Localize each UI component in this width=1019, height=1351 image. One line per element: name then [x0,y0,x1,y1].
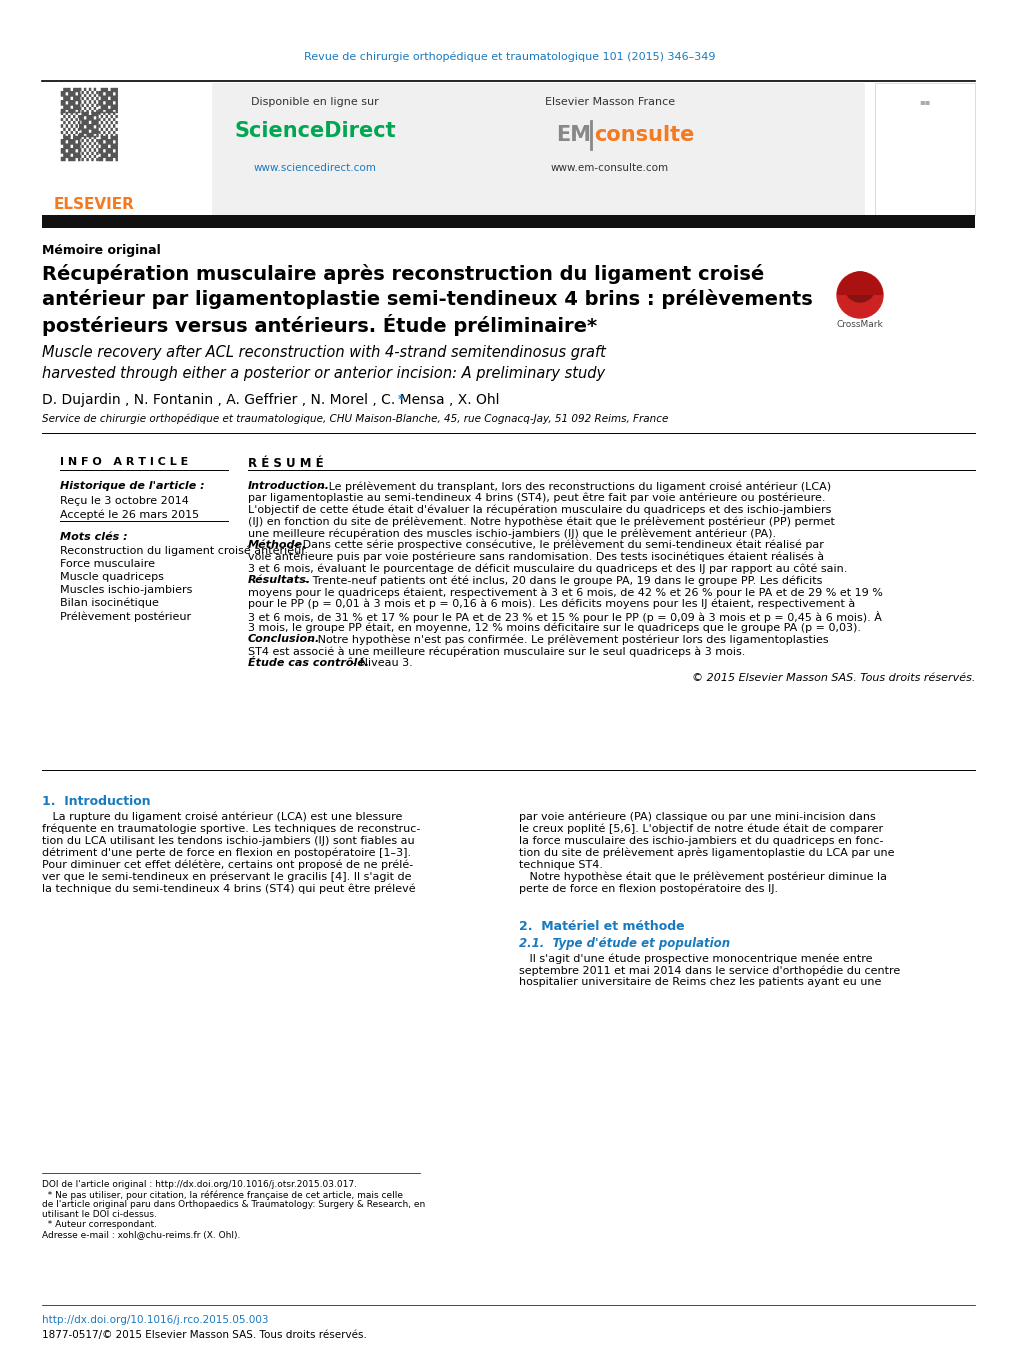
Text: voie antérieure puis par voie postérieure sans randomisation. Des tests isocinét: voie antérieure puis par voie postérieur… [248,551,823,562]
Text: L'objectif de cette étude était d'évaluer la récupération musculaire du quadrice: L'objectif de cette étude était d'évalue… [248,505,830,515]
Text: © 2015 Elsevier Masson SAS. Tous droits réservés.: © 2015 Elsevier Masson SAS. Tous droits … [691,673,974,682]
Text: *: * [397,393,404,407]
Text: perte de force en flexion postopératoire des IJ.: perte de force en flexion postopératoire… [519,884,777,894]
Text: ST4 est associé à une meilleure récupération musculaire sur le seul quadriceps à: ST4 est associé à une meilleure récupéra… [248,646,745,657]
Text: ▓▒▓
▒▓▒
▓▒▓: ▓▒▓ ▒▓▒ ▓▒▓ [60,88,117,161]
Text: CrossMark: CrossMark [836,320,882,330]
Text: Résultats.: Résultats. [248,576,311,585]
Text: une meilleure récupération des muscles ischio-jambiers (IJ) que le prélèvement a: une meilleure récupération des muscles i… [248,528,775,539]
Bar [42,215,974,228]
Text: Historique de l'article :: Historique de l'article : [60,481,205,490]
Text: Mots clés :: Mots clés : [60,532,127,542]
Text: Elsevier Masson France: Elsevier Masson France [544,97,675,107]
Text: * Ne pas utiliser, pour citation, la référence française de cet article, mais ce: * Ne pas utiliser, pour citation, la réf… [42,1190,403,1200]
Text: tion du LCA utilisant les tendons ischio-jambiers (IJ) sont fiables au: tion du LCA utilisant les tendons ischio… [42,836,414,846]
Circle shape [837,272,882,317]
Text: Il s'agit d'une étude prospective monocentrique menée entre: Il s'agit d'une étude prospective monoce… [519,952,871,963]
Text: Reconstruction du ligament croisé antérieur: Reconstruction du ligament croisé antéri… [60,546,306,557]
Text: 3 et 6 mois, de 31 % et 17 % pour le PA et de 23 % et 15 % pour le PP (p = 0,09 : 3 et 6 mois, de 31 % et 17 % pour le PA … [248,611,881,623]
Circle shape [844,272,874,303]
Text: de l'article original paru dans Orthopaedics & Traumatology: Surgery & Research,: de l'article original paru dans Orthopae… [42,1200,425,1209]
Text: harvested through either a posterior or anterior incision: A preliminary study: harvested through either a posterior or … [42,366,604,381]
Text: 3 mois, le groupe PP était, en moyenne, 12 % moins déficitaire sur le quadriceps: 3 mois, le groupe PP était, en moyenne, … [248,623,860,634]
Text: – Dans cette série prospective consécutive, le prélèvement du semi-tendineux éta: – Dans cette série prospective consécuti… [289,540,822,550]
Text: Pour diminuer cet effet délétère, certains ont proposé de ne prélé-: Pour diminuer cet effet délétère, certai… [42,861,413,870]
Text: Disponible en ligne sur: Disponible en ligne sur [251,97,378,107]
Text: R É S U M É: R É S U M É [248,457,323,470]
Text: moyens pour le quadriceps étaient, respectivement à 3 et 6 mois, de 42 % et 26 %: moyens pour le quadriceps étaient, respe… [248,588,882,597]
Text: hospitalier universitaire de Reims chez les patients ayant eu une: hospitalier universitaire de Reims chez … [519,977,880,988]
Text: 1877-0517/© 2015 Elsevier Masson SAS. Tous droits réservés.: 1877-0517/© 2015 Elsevier Masson SAS. To… [42,1329,367,1340]
Text: Service de chirurgie orthopédique et traumatologique, CHU Maison-Blanche, 45, ru: Service de chirurgie orthopédique et tra… [42,413,667,424]
Text: Étude cas contrôlé.: Étude cas contrôlé. [248,658,369,667]
Text: – Notre hypothèse n'est pas confirmée. Le prélèvement postérieur lors des ligame: – Notre hypothèse n'est pas confirmée. L… [305,635,828,644]
Text: la force musculaire des ischio-jambiers et du quadriceps en fonc-: la force musculaire des ischio-jambiers … [519,836,882,846]
Text: Introduction.: Introduction. [248,481,330,490]
Text: Conclusion.: Conclusion. [248,635,320,644]
Text: EM: EM [555,126,590,145]
Text: par ligamentoplastie au semi-tendineux 4 brins (ST4), peut être fait par voie an: par ligamentoplastie au semi-tendineux 4… [248,493,824,504]
Text: Adresse e-mail : xohl@chu-reims.fr (X. Ohl).: Adresse e-mail : xohl@chu-reims.fr (X. O… [42,1229,240,1239]
Text: consulte: consulte [593,126,694,145]
Text: Bilan isocinétique: Bilan isocinétique [60,598,159,608]
Bar [874,82,974,215]
Text: Muscles ischio-jambiers: Muscles ischio-jambiers [60,585,193,594]
Text: http://dx.doi.org/10.1016/j.rco.2015.05.003: http://dx.doi.org/10.1016/j.rco.2015.05.… [42,1315,268,1325]
Text: Notre hypothèse était que le prélèvement postérieur diminue la: Notre hypothèse était que le prélèvement… [519,871,887,882]
Text: détriment d'une perte de force en flexion en postopératoire [1–3].: détriment d'une perte de force en flexio… [42,848,411,858]
Text: – Niveau 3.: – Niveau 3. [346,658,412,667]
Text: Muscle recovery after ACL reconstruction with 4-strand semitendinosus graft: Muscle recovery after ACL reconstruction… [42,345,605,359]
Text: (IJ) en fonction du site de prélèvement. Notre hypothèse était que le prélèvemen: (IJ) en fonction du site de prélèvement.… [248,516,835,527]
Text: 3 et 6 mois, évaluant le pourcentage de déficit musculaire du quadriceps et des : 3 et 6 mois, évaluant le pourcentage de … [248,563,847,574]
Text: ELSEVIER: ELSEVIER [54,197,135,212]
Text: par voie antérieure (PA) classique ou par une mini-incision dans: par voie antérieure (PA) classique ou pa… [519,812,875,823]
Text: postérieurs versus antérieurs. Étude préliminaire*: postérieurs versus antérieurs. Étude pré… [42,313,596,336]
Text: www.sciencedirect.com: www.sciencedirect.com [254,163,376,173]
Text: DOI de l'article original : http://dx.doi.org/10.1016/j.otsr.2015.03.017.: DOI de l'article original : http://dx.do… [42,1179,357,1189]
Text: D. Dujardin , N. Fontanin , A. Geffrier , N. Morel , C. Mensa , X. Ohl: D. Dujardin , N. Fontanin , A. Geffrier … [42,393,499,407]
Text: septembre 2011 et mai 2014 dans le service d'orthopédie du centre: septembre 2011 et mai 2014 dans le servi… [519,965,900,975]
Text: fréquente en traumatologie sportive. Les techniques de reconstruc-: fréquente en traumatologie sportive. Les… [42,824,420,835]
Text: 1.  Introduction: 1. Introduction [42,794,151,808]
Text: Force musculaire: Force musculaire [60,559,155,569]
Text: www.em-consulte.com: www.em-consulte.com [550,163,668,173]
Text: Mémoire original: Mémoire original [42,245,161,257]
Text: – Le prélèvement du transplant, lors des reconstructions du ligament croisé anté: – Le prélèvement du transplant, lors des… [315,481,829,492]
Text: antérieur par ligamentoplastie semi-tendineux 4 brins : prélèvements: antérieur par ligamentoplastie semi-tend… [42,289,812,309]
Text: Muscle quadriceps: Muscle quadriceps [60,571,164,582]
Text: technique ST4.: technique ST4. [519,861,602,870]
Text: tion du site de prélèvement après ligamentoplastie du LCA par une: tion du site de prélèvement après ligame… [519,848,894,858]
Text: la technique du semi-tendineux 4 brins (ST4) qui peut être prélevé: la technique du semi-tendineux 4 brins (… [42,884,415,894]
Bar [42,82,212,215]
Text: 2.1.  Type d'étude et population: 2.1. Type d'étude et population [519,938,730,950]
Text: Méthode.: Méthode. [248,540,307,550]
Text: Récupération musculaire après reconstruction du ligament croisé: Récupération musculaire après reconstruc… [42,263,763,284]
Text: I N F O   A R T I C L E: I N F O A R T I C L E [60,457,189,467]
Text: ScienceDirect: ScienceDirect [234,122,395,141]
Text: * Auteur correspondant.: * Auteur correspondant. [42,1220,157,1229]
Text: ▪▪: ▪▪ [918,97,929,105]
Text: Reçu le 3 octobre 2014: Reçu le 3 octobre 2014 [60,496,189,507]
Bar [170,82,864,215]
Text: La rupture du ligament croisé antérieur (LCA) est une blessure: La rupture du ligament croisé antérieur … [42,812,401,823]
Wedge shape [837,272,882,295]
Text: utilisant le DOI ci-dessus.: utilisant le DOI ci-dessus. [42,1210,157,1219]
Text: ver que le semi-tendineux en préservant le gracilis [4]. Il s'agit de: ver que le semi-tendineux en préservant … [42,871,411,882]
Text: Revue de chirurgie orthopédique et traumatologique 101 (2015) 346–349: Revue de chirurgie orthopédique et traum… [304,51,715,62]
Text: pour le PP (p = 0,01 à 3 mois et p = 0,16 à 6 mois). Les déficits moyens pour le: pour le PP (p = 0,01 à 3 mois et p = 0,1… [248,598,854,609]
Text: Accepté le 26 mars 2015: Accepté le 26 mars 2015 [60,509,199,520]
Text: le creux poplité [5,6]. L'objectif de notre étude était de comparer: le creux poplité [5,6]. L'objectif de no… [519,824,882,835]
Text: Prélèvement postérieur: Prélèvement postérieur [60,611,191,621]
Text: 2.  Matériel et méthode: 2. Matériel et méthode [519,920,684,934]
Text: – Trente-neuf patients ont été inclus, 20 dans le groupe PA, 19 dans le groupe P: – Trente-neuf patients ont été inclus, 2… [300,576,821,586]
